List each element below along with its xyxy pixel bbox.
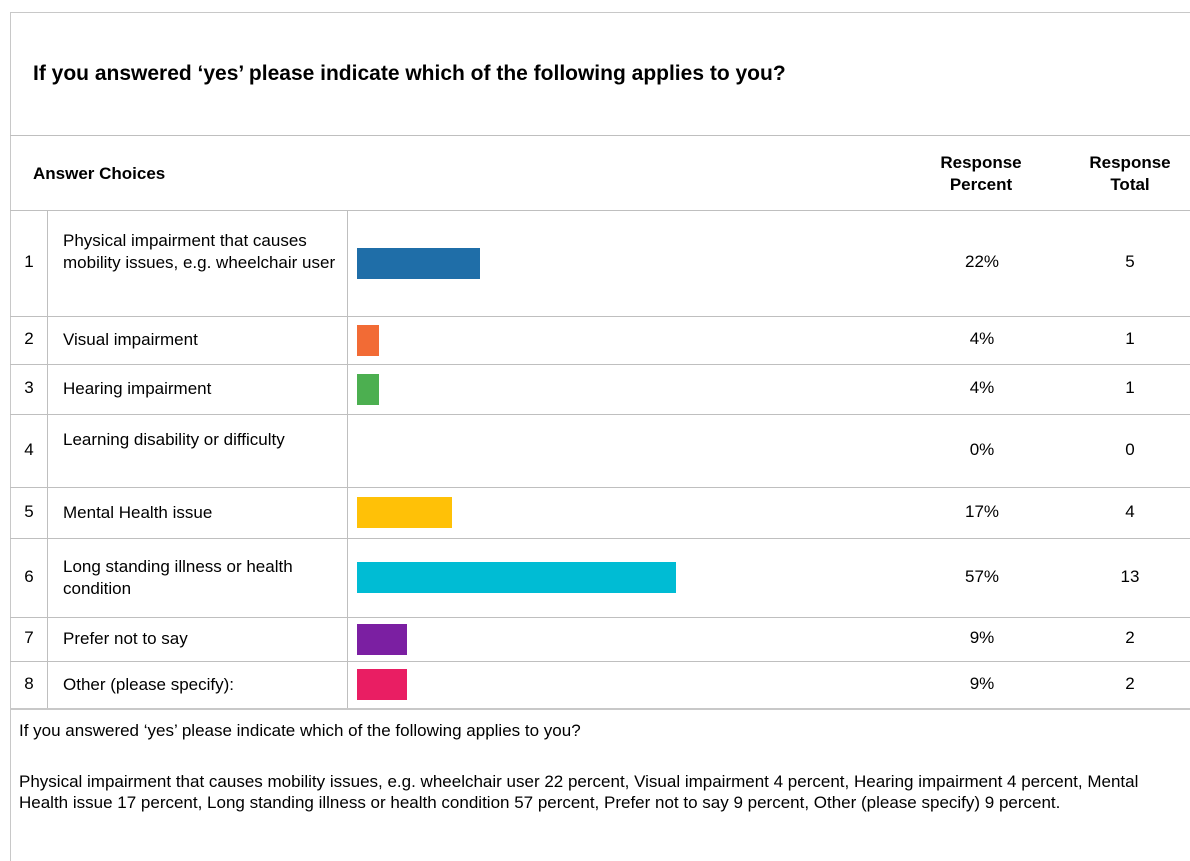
row-divider [10,617,1190,618]
row-total: 13 [1120,566,1140,586]
row-divider [10,538,1190,539]
response-bar [357,373,379,405]
row-total: 0 [1125,439,1135,459]
row-total: 5 [1125,252,1135,271]
row-total: 1 [1125,329,1135,348]
row-label: Hearing impairment [63,379,212,398]
row-divider [10,364,1190,365]
row-label: Long standing illness or health conditio… [63,556,293,598]
row-total: 1 [1125,378,1135,397]
summary-text: Physical impairment that causes mobility… [19,772,1139,812]
header-response-total: Response Total [1089,153,1171,194]
row-percent: 4% [969,329,995,348]
row-divider [10,316,1190,317]
row-percent: 57% [964,566,1000,586]
row-percent: 0% [969,439,995,459]
row-number: 3 [24,378,34,397]
row-number: 6 [24,566,34,586]
header-bottom-divider [10,210,1190,211]
row-number: 7 [24,628,34,647]
row-divider [10,414,1190,415]
row-label: Physical impairment that causes mobility… [63,231,336,272]
header-top-divider [10,135,1190,136]
question-title: If you answered ‘yes’ please indicate wh… [33,62,786,85]
response-bar [357,497,452,528]
row-number: 2 [24,329,34,348]
header-answer-choices: Answer Choices [33,164,166,183]
row-percent: 4% [969,378,995,397]
response-bar [357,247,480,279]
row-number: 4 [24,439,34,459]
row-label: Other (please specify): [63,674,235,694]
row-number: 1 [24,252,34,271]
row-number: 5 [24,501,34,521]
panel-left-border [10,12,11,861]
row-total: 2 [1125,673,1135,693]
row-label: Prefer not to say [63,629,188,648]
response-bar [357,562,676,593]
row-percent: 9% [969,628,995,647]
row-number: 8 [24,673,34,693]
response-bar [357,623,407,655]
row-percent: 17% [964,501,1000,521]
row-percent: 9% [969,673,995,693]
panel-top-border [10,12,1190,13]
response-bar [357,324,379,356]
row-divider [10,661,1190,662]
number-column-divider [47,210,48,708]
header-response-percent: Response Percent [940,153,1022,194]
row-label: Visual impairment [63,330,198,349]
row-percent: 22% [964,252,1000,271]
response-bar [357,669,407,700]
row-label: Mental Health issue [63,502,213,522]
summary-title: If you answered ‘yes’ please indicate wh… [19,721,581,740]
label-column-divider [347,210,348,708]
row-total: 2 [1125,628,1135,647]
row-label: Learning disability or difficulty [63,429,285,449]
table-bottom-divider [10,708,1190,710]
row-total: 4 [1125,501,1135,521]
survey-question-panel: If you answered ‘yes’ please indicate wh… [10,10,1190,861]
row-divider [10,487,1190,488]
